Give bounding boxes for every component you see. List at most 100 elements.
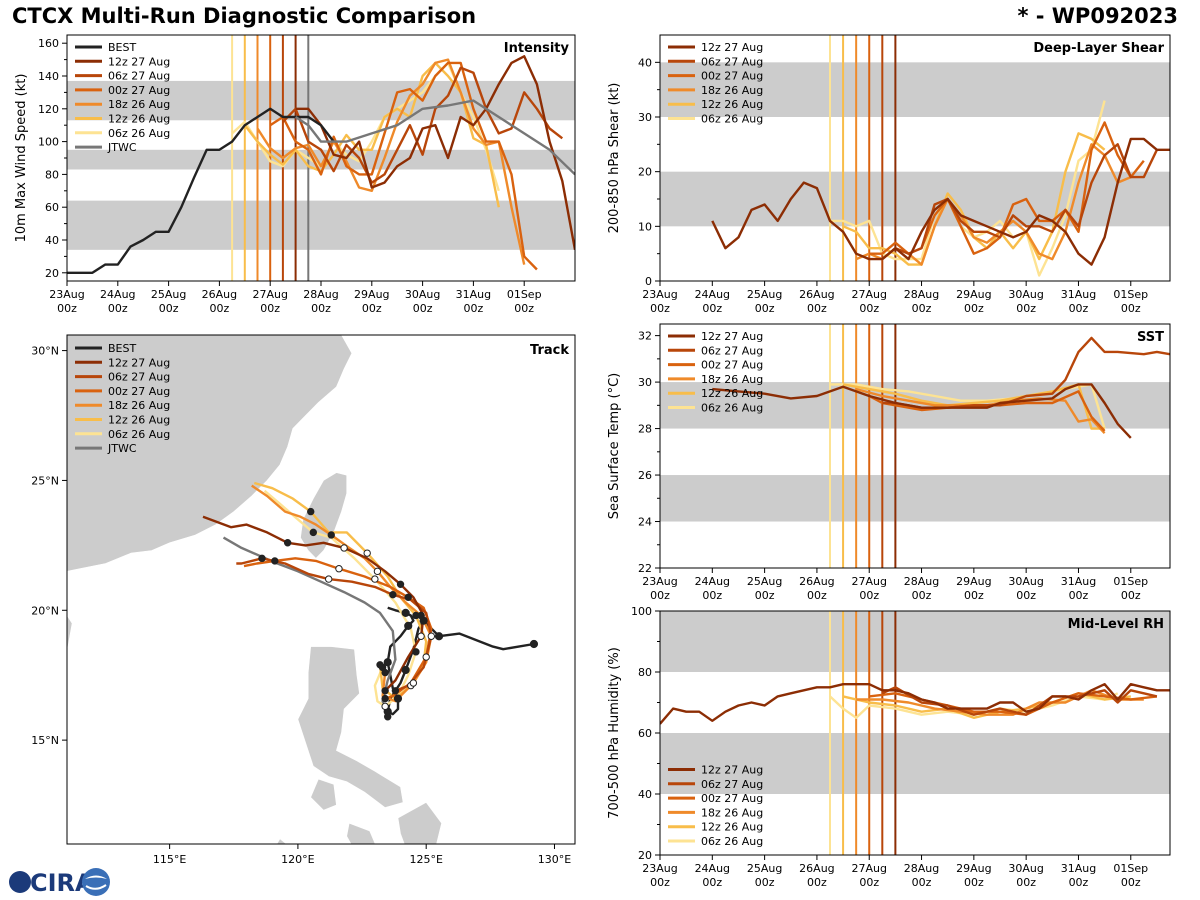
x-tick-label: 25Aug xyxy=(747,862,782,875)
x-tick-label: 00z xyxy=(1016,589,1036,602)
luzon-island xyxy=(297,646,404,808)
intensity-plot: 2040608010012014016023Aug00z24Aug00z25Au… xyxy=(14,34,576,315)
mindoro-island xyxy=(310,778,337,811)
track-point xyxy=(283,539,292,547)
y-tick-label: 160 xyxy=(38,37,59,50)
legend-label: 12z 27 Aug xyxy=(108,356,170,369)
x-tick-label: 30Aug xyxy=(1008,288,1043,301)
x-tick-label: 31Aug xyxy=(1061,575,1096,588)
series-line xyxy=(842,383,1105,430)
track-point xyxy=(529,639,539,649)
panel-title: Track xyxy=(530,343,569,358)
x-tick-label: 23Aug xyxy=(642,862,677,875)
x-tick-label: 28Aug xyxy=(303,288,338,301)
y-tick-label: 22 xyxy=(638,562,652,575)
x-tick-label: 00z xyxy=(1121,302,1141,315)
legend-label: 12z 26 Aug xyxy=(701,821,763,834)
x-tick-label: 00z xyxy=(108,302,128,315)
x-tick-label: 00z xyxy=(964,302,984,315)
series-line xyxy=(294,99,575,176)
track-point xyxy=(422,653,430,661)
track-point xyxy=(381,694,389,703)
series-line xyxy=(711,137,1170,266)
x-tick-label: 00z xyxy=(650,589,670,602)
x-tick-label: 00z xyxy=(413,302,433,315)
panel-title: SST xyxy=(1137,330,1164,345)
legend-label: 18z 26 Aug xyxy=(701,373,763,386)
legend-label: 12z 26 Aug xyxy=(108,113,170,126)
x-tick-label: 26Aug xyxy=(799,288,834,301)
legend-label: 06z 27 Aug xyxy=(701,55,763,68)
x-tick-label: 26Aug xyxy=(799,575,834,588)
legend-label: 12z 27 Aug xyxy=(701,41,763,54)
x-tick-label: 23Aug xyxy=(642,288,677,301)
x-tick-label: 24Aug xyxy=(100,288,135,301)
y-tick-label: 40 xyxy=(638,56,652,69)
y-tick-label: 120 xyxy=(38,103,59,116)
x-tick-label: 27Aug xyxy=(851,575,886,588)
y-axis-label: Sea Surface Temp (°C) xyxy=(607,373,622,520)
logo-swoosh xyxy=(85,875,107,879)
x-tick-label: 29Aug xyxy=(956,862,991,875)
series-line xyxy=(881,143,1158,261)
x-tick-label: 25Aug xyxy=(747,288,782,301)
y-tick-label: 15°N xyxy=(31,734,59,747)
series-line xyxy=(243,61,500,208)
track-point xyxy=(393,694,403,703)
x-tick-label: 26Aug xyxy=(202,288,237,301)
rh-panel: 20 40 60 80 100 23Aug 00z 24Aug 00z 25Aug 00z 26Aug… xyxy=(600,590,1200,900)
legend-label: 06z 26 Aug xyxy=(108,127,170,140)
track-point xyxy=(324,575,333,583)
x-tick-label: 00z xyxy=(702,876,722,889)
track-point xyxy=(340,544,348,552)
legend-label: 18z 26 Aug xyxy=(701,806,763,819)
x-tick-label: 00z xyxy=(1016,302,1036,315)
track-point xyxy=(381,702,389,711)
x-tick-label: 00z xyxy=(807,876,827,889)
tracks xyxy=(202,481,539,721)
map-frame xyxy=(66,334,576,845)
x-tick-label: 130°E xyxy=(538,853,571,866)
x-tick-label: 00z xyxy=(912,876,932,889)
track-point xyxy=(381,668,389,677)
y-tick-label: 0 xyxy=(645,275,652,288)
sst-panel: 22 24 26 28 30 32 23Aug 00z 24Aug 00z 25Aug 00z 26Au… xyxy=(600,300,1200,602)
y-tick-label: 28 xyxy=(638,423,652,436)
rh-series xyxy=(660,682,1170,725)
y-tick-label: 30 xyxy=(638,376,652,389)
band xyxy=(660,611,1170,672)
x-tick-label: 00z xyxy=(464,302,484,315)
y-tick-label: 10 xyxy=(638,220,652,233)
series-line xyxy=(830,100,1106,277)
track-point xyxy=(271,557,279,565)
y-tick-label: 20 xyxy=(638,166,652,179)
x-tick-label: 01Sep xyxy=(1113,288,1148,301)
series-line xyxy=(282,66,564,184)
plot-frame xyxy=(659,323,1171,569)
legend-label: 06z 27 Aug xyxy=(701,778,763,791)
panel-title: Mid-Level RH xyxy=(1068,617,1164,632)
panel-title: Intensity xyxy=(504,41,570,56)
y-tick-label: 26 xyxy=(638,469,652,482)
x-tick-label: 26Aug xyxy=(799,862,834,875)
band xyxy=(660,62,1170,117)
hainan-island xyxy=(67,614,73,653)
x-tick-label: 00z xyxy=(964,876,984,889)
sst-plot: 22242628303223Aug00z24Aug00z25Aug00z26Au… xyxy=(607,323,1171,602)
track-point xyxy=(371,575,379,583)
x-tick-label: 00z xyxy=(807,302,827,315)
legend-label: BEST xyxy=(108,342,136,355)
track-point xyxy=(404,621,413,630)
x-tick-label: 00z xyxy=(260,302,280,315)
track-point xyxy=(335,565,343,573)
y-tick-label: 20 xyxy=(638,849,652,862)
band xyxy=(67,200,575,250)
x-tick-label: 00z xyxy=(514,302,534,315)
track-line xyxy=(243,557,433,700)
x-tick-label: 00z xyxy=(1069,589,1089,602)
x-tick-label: 24Aug xyxy=(695,575,730,588)
intensity-chart: 2040608010012014016023Aug00z24Aug00z25Au… xyxy=(14,34,576,315)
track-point xyxy=(381,687,389,695)
x-tick-label: 00z xyxy=(702,589,722,602)
